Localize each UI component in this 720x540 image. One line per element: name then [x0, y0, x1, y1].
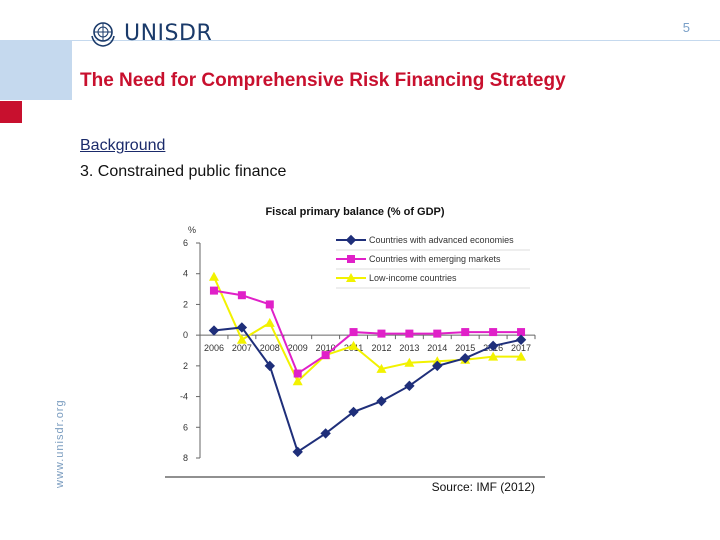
un-emblem-icon	[91, 22, 115, 47]
data-point	[265, 300, 274, 309]
chart-title: Fiscal primary balance (% of GDP)	[265, 206, 444, 218]
logo-text: UNISDR	[124, 20, 213, 46]
data-point	[405, 329, 414, 338]
unisdr-logo: UNISDR	[88, 16, 212, 50]
series-line	[213, 326, 522, 454]
legend-label: Countries with advanced economies	[369, 235, 514, 245]
legend-label: Low-income countries	[369, 273, 457, 283]
y-tick-label: 8	[183, 453, 188, 463]
data-point	[432, 360, 443, 372]
data-point	[460, 352, 471, 364]
data-point	[292, 446, 303, 458]
legend-item: Countries with emerging markets	[336, 254, 530, 270]
data-point	[208, 325, 220, 336]
y-axis-unit: %	[188, 225, 196, 235]
data-point	[487, 340, 499, 352]
data-point	[516, 351, 527, 361]
y-tick-label: 6	[183, 238, 188, 248]
data-point	[348, 406, 359, 418]
data-point	[292, 376, 303, 386]
data-point	[264, 317, 275, 327]
data-point	[236, 322, 248, 333]
data-point	[404, 380, 415, 392]
y-tick-label: 2	[183, 299, 188, 309]
data-point	[293, 369, 302, 378]
data-point	[377, 329, 386, 338]
data-point	[433, 329, 442, 338]
accent-square	[0, 101, 22, 123]
header-band	[0, 40, 72, 100]
y-tick-label: 0	[183, 330, 188, 340]
data-point	[488, 351, 499, 361]
y-tick-label: 4	[183, 269, 188, 279]
legend-item: Low-income countries	[336, 273, 530, 289]
legend-label: Countries with emerging markets	[369, 254, 501, 264]
data-point	[346, 273, 356, 282]
x-tick-label: 2008	[260, 343, 280, 353]
series-0	[208, 322, 527, 458]
data-point	[345, 234, 357, 246]
chart-legend: Countries with advanced economies Countri…	[336, 234, 530, 289]
series-1	[209, 286, 526, 378]
data-point	[347, 255, 355, 263]
data-point	[320, 428, 331, 439]
slide-subtitle: 3. Constrained public finance	[80, 163, 287, 180]
data-point	[236, 334, 247, 344]
data-point	[321, 351, 330, 360]
series-line	[213, 276, 522, 383]
data-point	[489, 328, 498, 337]
x-tick-label: 2006	[204, 343, 224, 353]
x-tick-label: 2014	[427, 343, 447, 353]
page-number: 5	[682, 20, 690, 35]
x-tick-label: 2015	[455, 343, 475, 353]
data-point	[515, 334, 527, 345]
x-tick-label: 2009	[288, 343, 308, 353]
x-tick-label: 2010	[316, 343, 336, 353]
data-point	[208, 271, 219, 281]
data-point	[376, 395, 387, 407]
data-point	[348, 340, 359, 350]
data-point	[376, 363, 387, 373]
x-tick-label: 2007	[232, 343, 252, 353]
data-point	[517, 328, 526, 337]
data-point	[349, 328, 358, 337]
y-tick-label: -4	[180, 392, 188, 402]
data-point	[264, 360, 275, 372]
x-tick-label: 2013	[399, 343, 419, 353]
y-tick-label: 2	[183, 361, 188, 371]
series-2	[208, 271, 527, 386]
x-tick-label: 2012	[371, 343, 391, 353]
chart-source: Source: IMF (2012)	[432, 480, 535, 494]
chart-series	[208, 271, 527, 458]
y-tick-label: 6	[183, 422, 188, 432]
data-point	[404, 357, 415, 367]
legend-item: Countries with advanced economies	[336, 234, 530, 251]
slide-title: The Need for Comprehensive Risk Financin…	[80, 70, 566, 91]
data-point	[237, 291, 246, 300]
series-line	[213, 289, 522, 376]
data-point	[461, 328, 470, 337]
section-link[interactable]: Background	[80, 137, 166, 154]
x-tick-label: 2017	[511, 343, 531, 353]
data-point	[209, 286, 218, 295]
header-divider	[72, 40, 720, 41]
